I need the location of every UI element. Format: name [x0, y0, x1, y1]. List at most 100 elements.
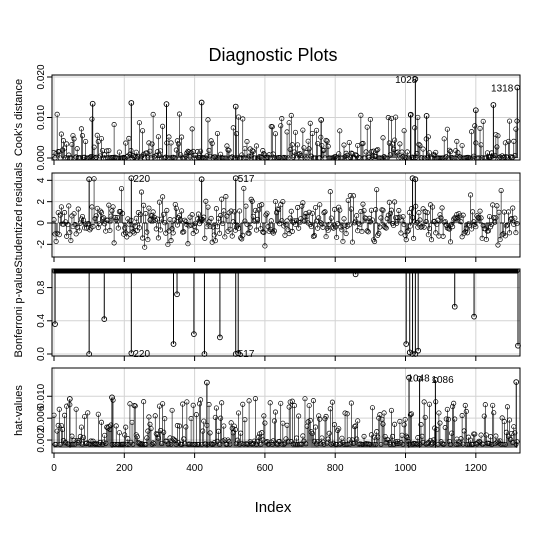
highlight-point: [86, 176, 93, 183]
point-label: 220: [133, 349, 150, 360]
point-label: 220: [133, 174, 150, 185]
data-point: [164, 207, 170, 213]
data-point: [107, 227, 113, 234]
data-point: [162, 416, 168, 422]
data-point: [497, 237, 503, 243]
data-point: [58, 423, 64, 429]
data-point: [192, 441, 198, 447]
data-point: [102, 221, 108, 227]
data-point: [264, 210, 270, 216]
data-point: [249, 148, 255, 154]
data-point: [193, 412, 199, 418]
data-point: [285, 227, 291, 233]
data-point: [340, 238, 346, 244]
data-point: [416, 141, 422, 148]
data-point: [168, 140, 174, 146]
data-point: [146, 205, 152, 211]
data-point: [261, 413, 267, 419]
data-point: [181, 229, 187, 235]
data-point: [350, 193, 357, 199]
y-tick-label: 0.020: [36, 64, 47, 89]
data-point: [478, 215, 484, 221]
y-axis-label: Cook's distance: [13, 79, 25, 156]
data-point: [310, 233, 316, 239]
data-point: [349, 239, 355, 245]
data-point: [327, 189, 333, 195]
data-point: [309, 130, 315, 137]
x-tick-label: 800: [327, 463, 344, 474]
data-point: [392, 199, 398, 205]
data-point: [376, 415, 382, 421]
data-point: [499, 415, 505, 421]
data-point: [113, 217, 119, 223]
highlight-point: [198, 99, 205, 106]
data-point: [252, 396, 258, 402]
data-point: [510, 205, 516, 211]
data-point: [416, 210, 422, 216]
data-point: [292, 129, 299, 135]
data-point: [155, 134, 161, 140]
data-point: [172, 201, 178, 208]
data-point: [190, 402, 196, 408]
highlight-point: [198, 176, 205, 183]
data-point: [105, 217, 111, 223]
data-point: [144, 229, 150, 235]
data-point: [90, 223, 96, 230]
data-point: [430, 204, 436, 210]
data-point: [243, 203, 249, 209]
data-point: [171, 437, 177, 443]
data-point: [231, 423, 237, 429]
data-point: [73, 231, 79, 237]
data-point: [288, 112, 294, 118]
data-point: [374, 147, 380, 153]
data-point: [495, 133, 501, 139]
data-point: [307, 120, 313, 126]
data-point: [261, 229, 267, 236]
data-point: [494, 144, 500, 150]
data-point: [300, 127, 306, 133]
data-point: [76, 228, 82, 234]
data-point: [165, 241, 171, 248]
point-label: 1318: [491, 84, 514, 95]
data-point: [246, 398, 252, 404]
data-point: [193, 228, 199, 234]
data-point: [307, 417, 313, 424]
data-point: [469, 129, 475, 135]
data-point: [303, 210, 309, 216]
x-tick-label: 400: [186, 463, 203, 474]
data-point: [369, 217, 376, 223]
data-point: [394, 150, 400, 156]
data-point: [343, 230, 349, 237]
data-point: [56, 232, 62, 238]
data-point: [279, 441, 285, 447]
data-point: [460, 212, 466, 218]
data-point: [115, 225, 121, 231]
highlight-point: [232, 175, 239, 182]
data-point: [361, 208, 367, 214]
data-point: [284, 218, 290, 224]
data-point: [260, 148, 266, 154]
data-point: [372, 238, 378, 245]
data-point: [219, 196, 225, 202]
data-point: [491, 410, 497, 416]
data-point: [401, 422, 407, 428]
data-point: [436, 410, 442, 416]
data-point: [133, 149, 139, 155]
data-point: [58, 204, 64, 210]
data-point: [106, 147, 112, 154]
data-point: [392, 421, 398, 427]
data-point: [452, 416, 458, 422]
data-point: [473, 224, 479, 230]
data-point: [237, 208, 243, 214]
y-tick-label: 0.4: [36, 313, 47, 327]
highlight-point: [416, 375, 423, 382]
data-point: [375, 146, 381, 153]
data-point: [132, 403, 138, 409]
data-point: [143, 211, 149, 217]
data-point: [377, 412, 383, 418]
data-point: [325, 227, 331, 233]
data-point: [122, 432, 128, 438]
data-point: [153, 431, 159, 437]
data-point: [200, 428, 206, 434]
